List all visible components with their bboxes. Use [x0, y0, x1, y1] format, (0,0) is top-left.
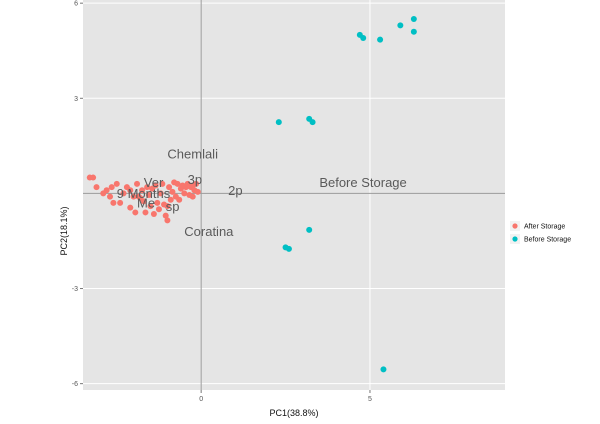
annotation-label: 3p — [188, 172, 202, 187]
legend-label-after-storage: After Storage — [524, 224, 565, 231]
point-after-storage — [142, 209, 149, 216]
point-after-storage — [147, 203, 154, 210]
y-tick-label: 3 — [74, 96, 78, 103]
point-after-storage — [166, 184, 173, 191]
axis-ticks: 0 5 6 3 -3 -6 — [72, 1, 372, 403]
point-after-storage — [140, 198, 147, 205]
point-before-storage — [275, 119, 282, 126]
point-after-storage — [93, 184, 100, 191]
point-before-storage — [410, 16, 417, 23]
point-after-storage — [113, 180, 120, 187]
point-after-storage — [134, 180, 141, 187]
point-after-storage — [169, 188, 176, 195]
point-after-storage — [103, 187, 110, 194]
point-after-storage — [144, 184, 151, 191]
y-tick-label: -3 — [72, 286, 78, 293]
point-after-storage — [145, 192, 152, 198]
point-after-storage — [130, 193, 137, 200]
point-after-storage — [181, 190, 188, 197]
y-tick-label: -6 — [72, 381, 78, 388]
annotation-label: 9 Months — [117, 186, 171, 201]
point-after-storage — [164, 203, 171, 210]
point-after-storage — [127, 187, 134, 194]
x-tick-label: 0 — [199, 396, 203, 403]
point-after-storage — [117, 199, 124, 206]
point-after-storage — [139, 187, 146, 194]
x-axis-title: PC1(38.8%) — [269, 408, 318, 418]
point-after-storage — [194, 188, 201, 195]
point-after-storage — [127, 204, 134, 211]
annotation-label: Chemlali — [167, 147, 218, 162]
point-after-storage — [157, 190, 164, 197]
point-after-storage — [120, 190, 127, 197]
x-tick-label: 5 — [368, 396, 372, 403]
y-tick-label: 6 — [74, 1, 78, 8]
point-after-storage — [150, 211, 157, 218]
annotation-label: Coratina — [184, 224, 234, 239]
legend-key-before-storage — [512, 236, 518, 242]
y-axis-title: PC2(18.1%) — [59, 206, 69, 255]
point-after-storage — [107, 193, 114, 200]
annotation-label: Before Storage — [319, 175, 406, 190]
point-after-storage — [167, 196, 174, 203]
point-after-storage — [154, 199, 161, 206]
point-before-storage — [360, 35, 367, 42]
point-before-storage — [397, 22, 404, 29]
point-before-storage — [410, 28, 417, 35]
annotation-label: Me — [137, 196, 155, 211]
point-after-storage — [189, 193, 196, 200]
legend-key-after-storage — [512, 223, 518, 229]
panel-background — [83, 0, 505, 390]
point-after-storage — [152, 182, 159, 189]
point-before-storage — [285, 245, 292, 252]
point-after-storage — [174, 180, 181, 187]
point-before-storage — [309, 119, 316, 126]
grid-lines — [83, 0, 505, 390]
point-before-storage — [380, 366, 387, 373]
data-points — [86, 16, 417, 373]
point-after-storage — [162, 212, 169, 219]
annotation-label: 2p — [228, 183, 242, 198]
point-before-storage — [306, 226, 313, 233]
point-after-storage — [108, 184, 115, 191]
point-before-storage — [377, 36, 384, 43]
point-after-storage — [193, 180, 200, 187]
point-after-storage — [90, 174, 97, 181]
point-after-storage — [110, 199, 117, 206]
legend-label-before-storage: Before Storage — [524, 237, 571, 244]
annotation-label: Ver — [144, 175, 164, 190]
legend: After Storage Before Storage — [510, 221, 571, 244]
point-after-storage — [159, 180, 166, 187]
point-after-storage — [164, 217, 171, 224]
point-after-storage — [155, 206, 162, 213]
point-after-storage — [176, 196, 183, 203]
annotation-label: sp — [166, 199, 180, 214]
point-after-storage — [132, 209, 139, 216]
